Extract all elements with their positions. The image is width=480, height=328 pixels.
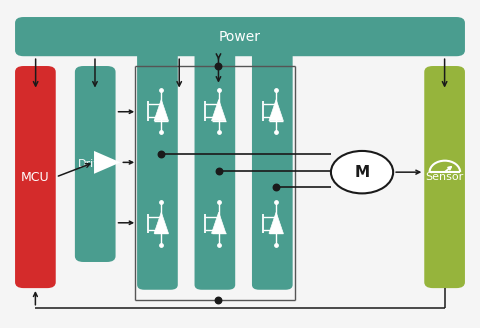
Point (272, 242, 280, 247)
Polygon shape (212, 212, 226, 234)
Polygon shape (269, 99, 283, 121)
Point (215, 242, 223, 247)
Point (215, 130, 223, 135)
FancyBboxPatch shape (137, 45, 178, 290)
Point (272, 200, 280, 205)
Text: Driver: Driver (78, 159, 112, 169)
Point (272, 87, 280, 92)
FancyBboxPatch shape (15, 17, 465, 56)
Polygon shape (154, 212, 168, 234)
Point (215, 200, 223, 205)
Polygon shape (94, 151, 120, 174)
Text: M: M (355, 165, 370, 180)
Point (215, 87, 223, 92)
Point (215, 168, 223, 173)
Polygon shape (212, 99, 226, 121)
FancyBboxPatch shape (252, 45, 293, 290)
Point (157, 152, 165, 157)
Point (215, 63, 222, 69)
Point (157, 200, 165, 205)
Point (215, 297, 222, 302)
FancyBboxPatch shape (424, 66, 465, 288)
Polygon shape (154, 99, 168, 121)
Text: Power: Power (219, 30, 261, 44)
Point (157, 130, 165, 135)
Point (272, 130, 280, 135)
FancyBboxPatch shape (15, 66, 56, 288)
Point (272, 184, 280, 190)
Point (157, 87, 165, 92)
FancyBboxPatch shape (75, 66, 116, 262)
Circle shape (331, 151, 393, 194)
Text: Sensor: Sensor (425, 172, 464, 182)
FancyBboxPatch shape (194, 45, 235, 290)
Point (157, 242, 165, 247)
Text: MCU: MCU (21, 171, 50, 184)
Polygon shape (269, 212, 283, 234)
